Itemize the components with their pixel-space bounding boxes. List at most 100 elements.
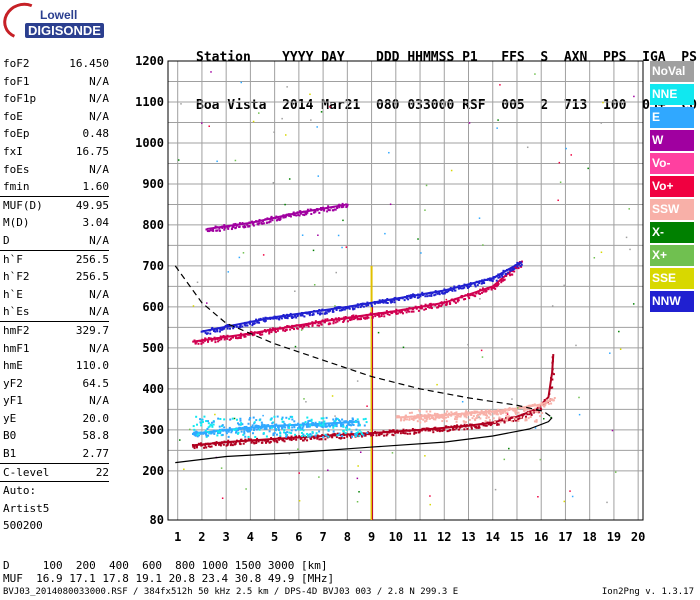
x-tick-label: 17 bbox=[558, 530, 572, 544]
spread-echo bbox=[338, 432, 341, 435]
param-name: h`F bbox=[3, 252, 23, 266]
noise-point bbox=[312, 249, 315, 252]
param-row: M(D) 3.04 bbox=[3, 214, 109, 232]
trace-point bbox=[200, 444, 203, 447]
trace-point bbox=[271, 219, 274, 222]
trace-point bbox=[511, 273, 514, 276]
trace-point bbox=[205, 332, 208, 335]
trace-point bbox=[283, 316, 286, 319]
trace-point bbox=[318, 313, 321, 316]
spread-echo bbox=[261, 423, 264, 426]
trace-point bbox=[353, 307, 356, 310]
spread-echo bbox=[260, 421, 263, 424]
spread-echo bbox=[236, 422, 239, 425]
trace-point bbox=[209, 229, 212, 232]
spread-echo bbox=[212, 423, 215, 426]
trace-point bbox=[199, 442, 202, 445]
spread-echo bbox=[289, 423, 292, 426]
trace-point bbox=[513, 267, 516, 270]
trace-point bbox=[371, 315, 374, 318]
trace-point bbox=[349, 434, 352, 437]
legend-item-x: X- bbox=[650, 222, 694, 243]
spread-echo bbox=[243, 432, 246, 435]
y-tick-label: 500 bbox=[142, 341, 164, 355]
trace-point bbox=[308, 314, 311, 317]
trace-point bbox=[204, 444, 207, 447]
trace-point bbox=[221, 328, 224, 331]
spread-echo bbox=[217, 417, 220, 420]
trace-point bbox=[275, 423, 278, 426]
trace-point bbox=[438, 291, 441, 294]
spread-echo bbox=[237, 429, 240, 432]
trace-point bbox=[416, 414, 419, 417]
trace-point bbox=[211, 326, 214, 329]
trace-point bbox=[220, 338, 223, 341]
y-tick-label: 300 bbox=[142, 423, 164, 437]
trace-point bbox=[354, 317, 357, 320]
trace-point bbox=[247, 438, 250, 441]
trace-point bbox=[219, 444, 222, 447]
spread-echo-ssw bbox=[453, 413, 456, 416]
trace-point bbox=[318, 324, 321, 327]
noise-point bbox=[286, 86, 288, 88]
spread-echo bbox=[341, 418, 344, 421]
trace-point bbox=[404, 418, 407, 421]
trace-point bbox=[276, 441, 279, 444]
trace-point bbox=[412, 419, 415, 422]
trace-point bbox=[432, 431, 435, 434]
trace-point bbox=[428, 294, 431, 297]
trace-point bbox=[352, 318, 355, 321]
trace-point bbox=[207, 337, 210, 340]
trace-point bbox=[551, 378, 554, 381]
trace-point bbox=[388, 429, 391, 432]
trace-point bbox=[257, 223, 260, 226]
trace-point bbox=[257, 427, 260, 430]
trace-point bbox=[338, 309, 341, 312]
spread-echo bbox=[281, 420, 284, 423]
trace-point bbox=[454, 289, 457, 292]
trace-point bbox=[324, 425, 327, 428]
trace-point bbox=[438, 430, 441, 433]
trace-point bbox=[229, 444, 232, 447]
trace-point bbox=[194, 342, 197, 345]
spread-echo bbox=[207, 426, 210, 429]
noise-point bbox=[342, 219, 344, 222]
trace-point bbox=[433, 294, 436, 297]
trace-point bbox=[238, 225, 241, 228]
spread-echo bbox=[201, 420, 204, 423]
trace-point bbox=[495, 413, 498, 416]
trace-point bbox=[320, 421, 323, 424]
trace-point bbox=[511, 420, 514, 423]
spread-echo bbox=[195, 423, 198, 426]
trace-point bbox=[455, 427, 458, 430]
trace-point bbox=[470, 427, 473, 430]
trace-point bbox=[500, 274, 503, 277]
spread-echo bbox=[195, 415, 198, 418]
trace-point bbox=[345, 424, 348, 427]
noise-point bbox=[377, 331, 380, 334]
spread-echo bbox=[247, 422, 250, 425]
noise-point bbox=[316, 126, 318, 128]
noise-point bbox=[297, 448, 299, 450]
trace-point bbox=[406, 432, 409, 435]
spread-echo bbox=[221, 433, 224, 436]
trace-point bbox=[262, 317, 265, 320]
spread-echo bbox=[306, 416, 309, 419]
trace-point bbox=[195, 433, 198, 436]
spread-echo bbox=[354, 421, 357, 424]
trace-point bbox=[516, 265, 519, 268]
spread-echo-ssw bbox=[484, 409, 487, 412]
trace-point bbox=[316, 324, 319, 327]
noise-point bbox=[288, 453, 291, 455]
spread-echo bbox=[200, 422, 203, 425]
trace-point bbox=[216, 330, 219, 333]
spread-echo bbox=[300, 431, 303, 434]
trace-point bbox=[364, 317, 367, 320]
trace-point bbox=[206, 434, 209, 437]
trace-point bbox=[259, 333, 262, 336]
x-tick-label: 19 bbox=[607, 530, 621, 544]
spread-echo-ssw bbox=[471, 417, 474, 420]
trace-point bbox=[496, 413, 499, 416]
trace-point bbox=[299, 424, 302, 427]
trace-point bbox=[335, 309, 338, 312]
